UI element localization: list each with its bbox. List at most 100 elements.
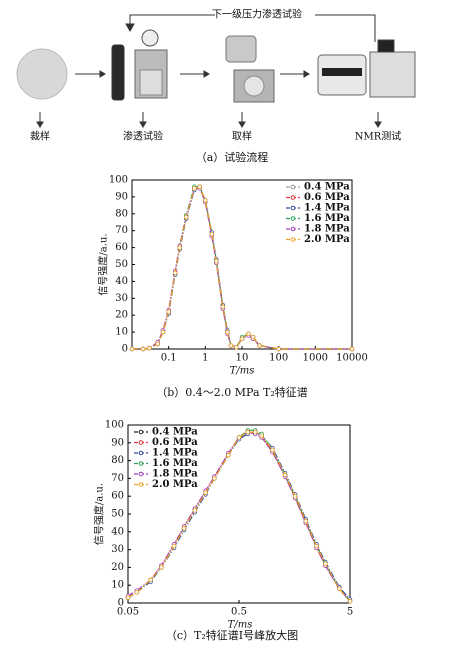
point [214,258,219,264]
y-axis-label: 信号强度/a.u. [97,233,110,295]
legend-label: 1.8 MPa [152,469,198,480]
point [347,599,353,604]
point [282,472,288,478]
point [228,343,234,348]
monitor [377,39,395,53]
step-label: 取样 [232,130,252,143]
point [236,435,242,440]
y-tick-label: 30 [111,544,124,555]
point [166,309,171,315]
point [246,331,251,336]
nmr-slot [322,68,362,76]
legend-label: 0.4 MPa [152,427,198,438]
down-arrows [36,112,382,128]
x-tick-label: 1000 [303,353,328,364]
point [220,304,226,309]
caption: （c）T₂特征谱Ⅰ号峰放大图 [166,628,298,642]
x-tick-label: 0.1 [161,353,177,364]
step-label: NMR测试 [355,130,402,143]
legend-marker [290,205,296,211]
legend-marker [138,450,144,456]
legend-marker [290,195,296,200]
point [234,345,239,350]
point [160,329,166,335]
plot-frame [131,179,353,350]
x-tick-label: 10000 [336,353,368,364]
caption: （a）试验流程 [196,150,269,164]
x-axis-label: T/ms [230,366,255,377]
y-tick-label: 50 [115,259,128,270]
flow-diagram [16,14,416,128]
point [159,565,164,570]
point [171,543,177,549]
legend-label: 0.6 MPa [304,192,350,203]
point [292,494,298,499]
legend-marker [290,184,296,190]
legend-marker [290,226,296,232]
y-tick-label: 40 [111,526,124,537]
sample-core [243,75,265,97]
legend-marker [290,216,296,221]
point [270,447,275,453]
legend-marker [138,461,144,466]
gas-cylinder [111,44,125,101]
legend-marker [138,440,144,445]
loop-label: 下一级压力渗透试验 [212,8,302,21]
point [323,561,328,567]
y-tick-label: 40 [115,276,128,287]
y-tick-label: 30 [115,293,128,304]
x-tick-label: 1 [202,353,208,364]
legend-label: 1.8 MPa [304,224,350,235]
x-tick-label: 100 [269,353,288,364]
y-tick-label: 0 [118,598,124,609]
cell [139,69,163,96]
point [349,346,355,352]
point [140,346,146,352]
y-tick-label: 10 [111,580,124,591]
point [125,595,131,600]
arrow-head [99,70,106,78]
y-tick-label: 10 [115,327,128,338]
legend-label: 1.4 MPa [304,203,350,214]
x-tick-label: 0.05 [117,607,139,618]
arrow-head [203,70,210,78]
point [181,526,187,531]
arrow-head [303,70,310,78]
point [245,429,250,435]
x-tick-label: 5 [347,607,353,618]
legend-label: 0.4 MPa [304,182,350,193]
point [314,543,319,549]
step-label: 裁样 [30,130,50,143]
point [303,518,309,524]
point [192,508,198,513]
sample-disc [16,48,68,100]
y-tick-label: 70 [111,473,124,484]
point [239,336,245,342]
legend-label: 2.0 MPa [152,479,198,490]
legend-marker [138,482,144,487]
series-line [127,431,351,602]
y-tick-label: 60 [111,491,124,502]
holder [225,35,257,63]
y-tick-label: 100 [105,420,124,431]
legend-label: 1.6 MPa [152,458,198,469]
plot-frame [127,424,351,604]
y-tick-label: 70 [115,225,128,236]
point [147,345,152,351]
point [212,476,217,481]
y-tick-label: 60 [115,242,128,253]
point [155,341,160,347]
gauge [141,29,159,47]
nmr-console [369,51,416,98]
point [129,346,135,352]
x-tick-label: 0.5 [231,607,247,618]
legend-marker [290,237,296,242]
point [183,214,189,220]
y-tick-label: 80 [115,208,128,219]
y-tick-label: 0 [122,344,128,355]
legend-marker [138,471,144,477]
arrow-head [125,23,135,33]
point [225,329,230,335]
